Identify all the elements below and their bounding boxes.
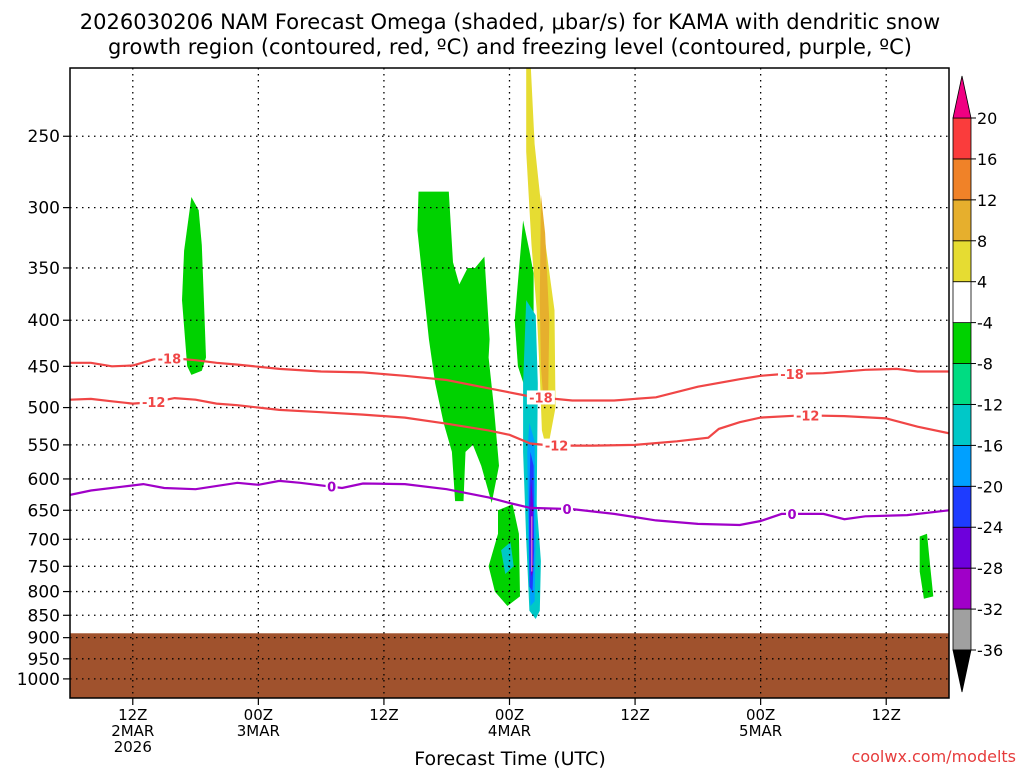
colorbar-label: -8 [977, 355, 993, 374]
colorbar-box [952, 608, 972, 651]
colorbar-box [952, 526, 972, 569]
colorbar-label: -4 [977, 314, 993, 333]
plot-area: -18 -18 -18 -12 -12 -12 0 0 0 [70, 68, 949, 698]
x-axis-label: Forecast Time (UTC) [414, 748, 605, 768]
y-tick-label: 750 [28, 557, 60, 577]
colorbar-label: 20 [977, 109, 997, 128]
y-tick-label: 450 [28, 357, 60, 377]
contour-line [70, 396, 949, 447]
omega-region [417, 191, 499, 503]
colorbar-label: 8 [977, 232, 987, 251]
contour-label-background [793, 408, 822, 423]
chart-title-line-2: growth region (contoured, red, ºC) and f… [108, 35, 912, 59]
contour-label: 0 [788, 508, 797, 523]
x-tick-label: 12Z [369, 706, 398, 724]
x-tick-label: 12Z [872, 706, 901, 724]
colorbar-label: -28 [977, 559, 1003, 578]
colorbar-box [952, 158, 972, 201]
y-tick-label: 900 [28, 629, 60, 649]
x-tick-label: 00Z [244, 706, 273, 724]
y-tick-label: 950 [28, 650, 60, 670]
y-tick-label: 550 [28, 436, 60, 456]
x-tick-label: 00Z [746, 706, 775, 724]
contour-label: -12 [142, 396, 166, 411]
y-tick-label: 700 [28, 530, 60, 550]
omega-region [539, 194, 550, 408]
y-tick-label: 600 [28, 470, 60, 490]
colorbar-box [952, 117, 972, 160]
colorbar-box [952, 281, 972, 324]
colorbar-label: -16 [977, 436, 1003, 455]
contour-label-background [561, 501, 574, 516]
omega-region [531, 516, 533, 572]
contour-label: 0 [563, 503, 572, 518]
colorbar-under-arrow [952, 649, 972, 693]
y-tick-label: 500 [28, 399, 60, 419]
y-tick-label: 350 [28, 259, 60, 279]
omega-region [919, 533, 934, 599]
contour-label-background [786, 506, 799, 521]
x-tick-label: 00Z [495, 706, 524, 724]
colorbar-label: 12 [977, 191, 997, 210]
contour-label: -12 [545, 440, 569, 455]
x-tick-label: 12Z [620, 706, 649, 724]
credit-text: coolwx.com/modelts [852, 747, 1016, 766]
colorbar-label: -32 [977, 600, 1003, 619]
terrain-fill [70, 633, 949, 698]
contour-label-background [778, 366, 807, 381]
y-tick-label: 400 [28, 311, 60, 331]
colorbar-over-arrow [952, 75, 972, 119]
y-tick-label: 850 [28, 606, 60, 626]
contour-label: -12 [796, 409, 820, 424]
contour-label: -18 [529, 391, 553, 406]
colorbar-box [952, 363, 972, 405]
colorbar-box [952, 485, 972, 528]
x-tick-label: 2MAR [111, 722, 154, 740]
x-tick-label: 3MAR [237, 722, 280, 740]
plot-content: -18 -18 -18 -12 -12 -12 0 0 0 [70, 68, 949, 698]
y-tick-label: 1000 [17, 670, 60, 690]
x-tick-label: 4MAR [488, 722, 531, 740]
contour-label-background [325, 479, 338, 494]
colorbar-label: -36 [977, 641, 1003, 660]
colorbar-label: 4 [977, 273, 987, 292]
colorbar-box [952, 199, 972, 242]
contour-label-background [542, 438, 571, 453]
chart-title-line-1: 2026030206 NAM Forecast Omega (shaded, μ… [80, 10, 940, 34]
omega-region [182, 197, 206, 375]
colorbar-box [952, 444, 972, 487]
colorbar-label: -24 [977, 518, 1003, 537]
colorbar-label: -12 [977, 395, 1003, 414]
x-tick-label: 5MAR [739, 722, 782, 740]
colorbar-label: -20 [977, 477, 1003, 496]
colorbar: -36 -32 -28 -24 -20 -16 -12 -8 -4 4 8 12 16 20 [952, 75, 1003, 693]
contour-label: 0 [327, 481, 336, 496]
y-tick-label: 650 [28, 501, 60, 521]
y-tick-label: 800 [28, 583, 60, 603]
y-tick-label: 250 [28, 127, 60, 147]
contour-label: -18 [780, 368, 804, 383]
contour-label-background [139, 395, 168, 410]
y-tick-label: 300 [28, 199, 60, 219]
colorbar-box [952, 404, 972, 446]
colorbar-box [952, 567, 972, 610]
contour-label-background [526, 390, 555, 405]
colorbar-box [952, 322, 972, 364]
contour-label: -18 [158, 353, 182, 368]
contour-label-background [155, 351, 184, 366]
colorbar-label: 16 [977, 150, 997, 169]
x-tick-label: 12Z [118, 706, 147, 724]
omega-region [501, 542, 514, 574]
colorbar-box [952, 240, 972, 283]
x-tick-label: 2026 [114, 738, 152, 756]
axes: 250 300 350 400 450 500 550 600 650 700 750 800 850 9… [17, 67, 950, 756]
